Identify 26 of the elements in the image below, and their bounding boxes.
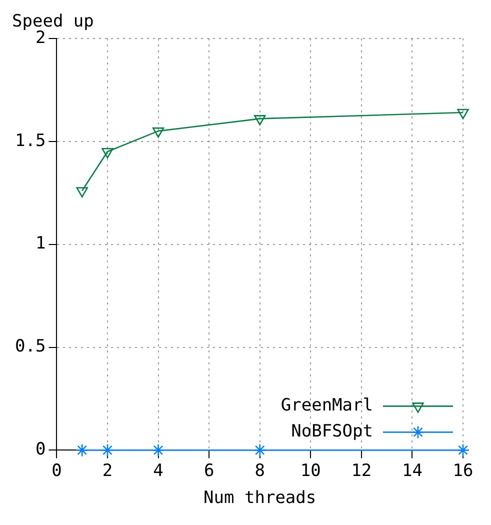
x-tick-label: 2 bbox=[102, 460, 113, 481]
x-tick-label: 14 bbox=[402, 460, 422, 481]
y-tick-label: 2 bbox=[35, 28, 46, 48]
point bbox=[253, 444, 267, 457]
x-axis-title: Num threads bbox=[204, 488, 316, 508]
point bbox=[102, 148, 114, 158]
point bbox=[457, 108, 469, 120]
legend-label: NoBFSOpt bbox=[291, 422, 373, 442]
point bbox=[100, 444, 114, 457]
point bbox=[254, 115, 266, 126]
x-tick-label: 8 bbox=[254, 460, 265, 481]
point bbox=[152, 127, 164, 138]
x-tick-label: 10 bbox=[300, 460, 321, 481]
point bbox=[152, 444, 165, 457]
point bbox=[75, 444, 89, 457]
x-tick-label: 6 bbox=[204, 460, 214, 481]
x-tick-label: 12 bbox=[351, 460, 372, 481]
legend-label: GreenMarl bbox=[280, 396, 373, 416]
point bbox=[76, 187, 88, 198]
x-tick-label: 16 bbox=[452, 460, 474, 481]
x-tick-label: 4 bbox=[153, 460, 164, 481]
x-tick-label: 0 bbox=[52, 460, 62, 481]
y-tick-label: 1 bbox=[35, 234, 46, 254]
y-tick-label: 0 bbox=[35, 440, 46, 460]
y-tick-label: 0.5 bbox=[14, 336, 46, 357]
y-tick-label: 1.5 bbox=[14, 130, 46, 151]
